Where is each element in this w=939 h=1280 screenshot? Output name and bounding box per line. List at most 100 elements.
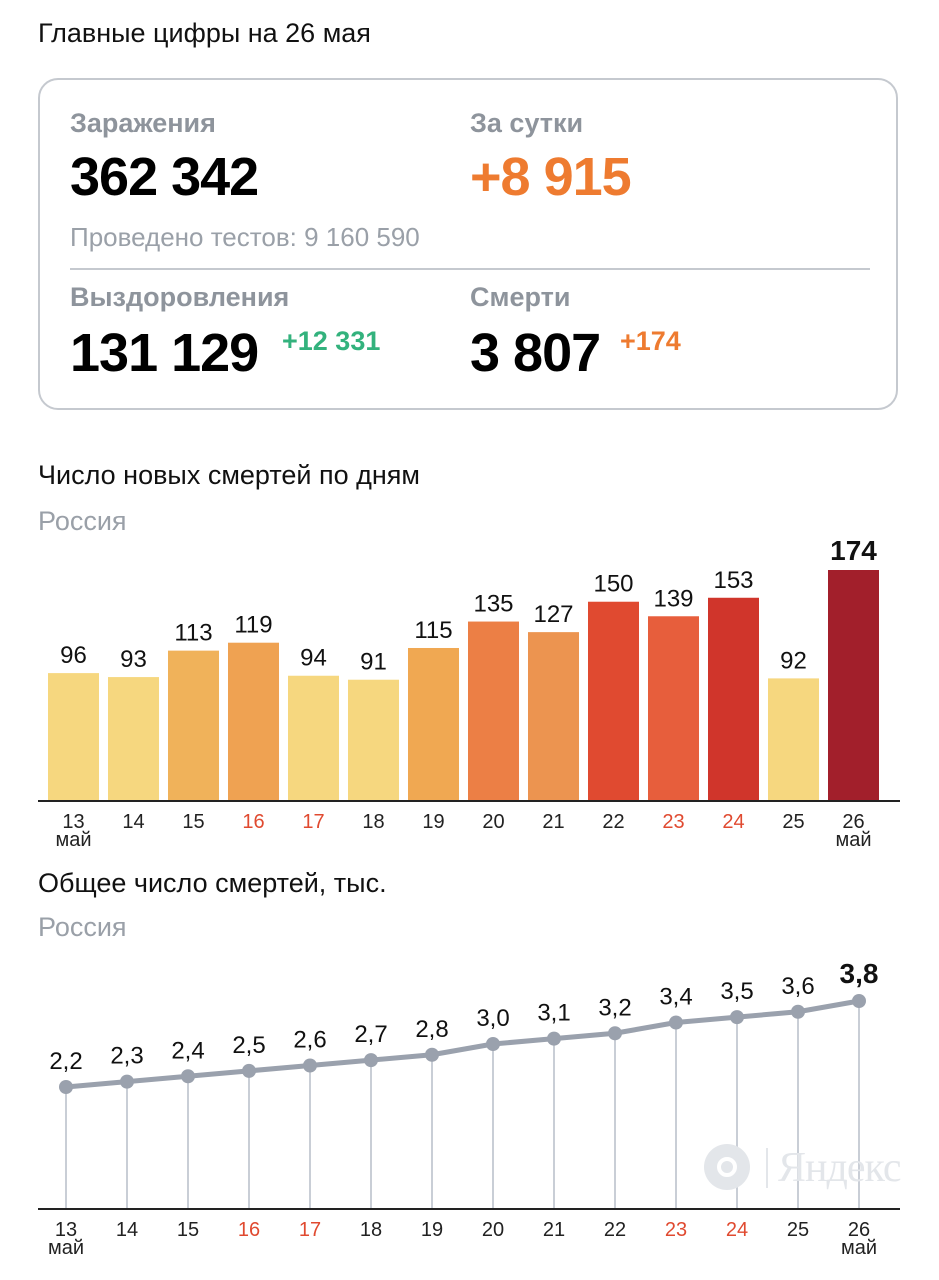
bar-value-label: 127 [533, 601, 573, 628]
point-value-label: 2,4 [171, 1037, 204, 1064]
bar-value-label: 115 [414, 617, 452, 644]
bar-value-label: 153 [713, 567, 753, 594]
point-value-label: 2,8 [415, 1016, 448, 1043]
point-value-label: 3,5 [720, 978, 753, 1005]
x-tick-label: 24 [722, 811, 744, 833]
point-value-label: 3,2 [598, 994, 631, 1021]
x-tick-label: 16 [238, 1219, 260, 1241]
point-19 [425, 1047, 439, 1062]
per-day-value: +8 915 [470, 147, 632, 207]
bar-23 [648, 616, 699, 800]
deaths-label: Смерти [470, 282, 571, 312]
x-tick-label: 21 [543, 1219, 565, 1241]
point-17 [303, 1058, 317, 1073]
x-tick-label: 24 [726, 1219, 748, 1241]
bar-21 [528, 632, 579, 800]
point-26 [852, 994, 866, 1008]
x-tick-label: 14 [116, 1219, 138, 1241]
x-tick-label: 25 [782, 811, 804, 833]
x-tick-label: 25 [787, 1219, 809, 1241]
total-deaths-line-chart: 2,2 13 2,3 14 2,4 15 2,5 16 2,6 17 2,7 18 2,8 19 3,0 20… [38, 958, 900, 1259]
daily-deaths-bar-chart: 96 13 93 14 113 15 119 16 94 17 91 18 115 19 135 20 127 2… [38, 535, 900, 851]
point-15 [181, 1069, 195, 1084]
point-value-label: 2,5 [232, 1032, 265, 1059]
line-chart-title: Общее число смертей, тыс. [38, 868, 387, 898]
point-13 [59, 1080, 73, 1094]
bar-26 [828, 570, 879, 800]
bar-15 [168, 650, 219, 800]
x-tick-label: 23 [662, 811, 684, 833]
bar-18 [348, 679, 399, 800]
point-value-label: 3,8 [840, 958, 879, 989]
point-25 [791, 1004, 805, 1019]
bar-value-label: 92 [780, 647, 807, 674]
bar-20 [468, 621, 519, 800]
bar-value-label: 139 [653, 585, 693, 612]
point-22 [608, 1026, 622, 1041]
bar-value-label: 93 [120, 646, 147, 673]
x-tick-label: 23 [665, 1219, 687, 1241]
point-value-label: 3,0 [476, 1005, 509, 1032]
x-tick-label: 16 [242, 811, 264, 833]
x-tick-label: 26 [848, 1219, 870, 1241]
x-axis [38, 1208, 900, 1210]
yandex-logo-icon [704, 1144, 750, 1190]
x-tick-label: 21 [542, 811, 564, 833]
per-day-label: За сутки [470, 108, 584, 138]
point-value-label: 3,6 [781, 973, 814, 1000]
bar-chart-title: Число новых смертей по дням [38, 460, 420, 490]
x-tick-label: 22 [604, 1219, 626, 1241]
x-tick-label: 18 [360, 1219, 382, 1241]
month-label-first: май [55, 829, 91, 851]
x-tick-label: 17 [299, 1219, 321, 1241]
recoveries-delta: +12 331 [282, 326, 381, 356]
bar-14 [108, 677, 159, 800]
x-tick-label: 14 [122, 811, 144, 833]
card-divider [70, 268, 870, 270]
summary-heading: Главные цифры на 26 мая [38, 18, 371, 48]
bar-24 [708, 597, 759, 800]
point-16 [242, 1063, 256, 1078]
x-tick-label: 26 [842, 811, 864, 833]
bar-value-label: 150 [593, 571, 633, 598]
x-tick-label: 19 [422, 811, 444, 833]
line-chart-subtitle: Россия [38, 912, 127, 942]
bar-value-label: 135 [473, 591, 513, 618]
x-tick-label: 13 [55, 1219, 77, 1241]
point-value-label: 2,6 [293, 1027, 326, 1054]
tests-text: Проведено тестов: 9 160 590 [70, 222, 420, 252]
infections-value: 362 342 [70, 147, 259, 207]
point-18 [364, 1053, 378, 1068]
x-tick-label: 17 [302, 811, 324, 833]
x-tick-label: 20 [482, 811, 504, 833]
point-24 [730, 1010, 744, 1025]
month-label-last: май [841, 1237, 877, 1259]
bar-value-label: 119 [234, 612, 272, 639]
month-label-last: май [835, 829, 871, 851]
point-23 [669, 1015, 683, 1030]
point-value-label: 3,1 [537, 1000, 570, 1027]
point-14 [120, 1074, 134, 1089]
point-value-label: 2,3 [110, 1043, 143, 1070]
point-21 [547, 1031, 561, 1046]
deaths-delta: +174 [620, 326, 681, 356]
bar-value-label: 94 [300, 645, 327, 672]
yandex-watermark: Яндекс [700, 1140, 902, 1200]
x-tick-label: 20 [482, 1219, 504, 1241]
x-tick-label: 13 [62, 811, 84, 833]
x-tick-label: 15 [177, 1219, 199, 1241]
x-tick-label: 22 [602, 811, 624, 833]
point-value-label: 3,4 [659, 984, 692, 1011]
month-label-first: май [48, 1237, 84, 1259]
recoveries-value: 131 129 [70, 323, 259, 383]
point-value-label: 2,7 [354, 1021, 387, 1048]
x-tick-label: 18 [362, 811, 384, 833]
point-20 [486, 1037, 500, 1051]
bar-value-label: 174 [830, 535, 877, 566]
bar-chart-subtitle: Россия [38, 506, 127, 536]
bar-value-label: 113 [174, 620, 212, 647]
x-tick-label: 19 [421, 1219, 443, 1241]
bar-17 [288, 675, 339, 800]
bar-22 [588, 601, 639, 800]
bar-value-label: 91 [360, 649, 387, 676]
